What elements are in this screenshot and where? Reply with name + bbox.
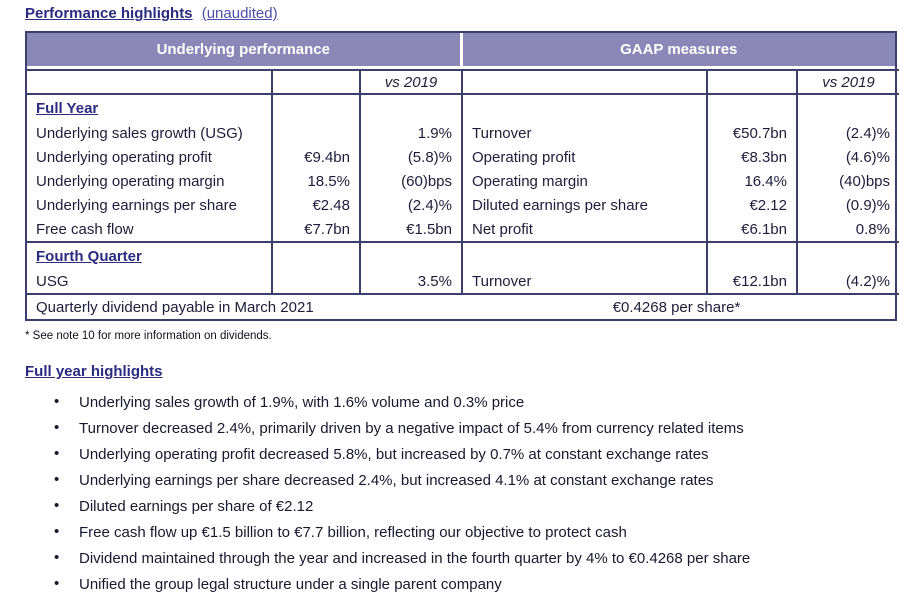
- dividend-row: Quarterly dividend payable in March 2021…: [27, 294, 899, 319]
- metric-label: Diluted earnings per share: [462, 193, 708, 217]
- metric-vs-2019: (2.4)%: [360, 193, 463, 217]
- empty-cell: [797, 94, 899, 121]
- metric-vs-2019: €1.5bn: [360, 217, 463, 243]
- section-title-row-fourth-quarter: Fourth Quarter: [27, 242, 899, 269]
- metric-value: €8.3bn: [707, 145, 798, 169]
- vs-2019-label-left: vs 2019: [360, 70, 463, 95]
- empty-cell: [462, 94, 708, 121]
- metric-vs-2019: 3.5%: [360, 269, 463, 295]
- highlight-bullet: Free cash flow up €1.5 billion to €7.7 b…: [54, 523, 897, 542]
- performance-table: Underlying performance GAAP measures vs …: [25, 31, 899, 321]
- empty-cell: [707, 70, 798, 95]
- empty-cell: [707, 242, 798, 269]
- metric-label: Free cash flow: [27, 217, 273, 243]
- empty-cell: [272, 94, 361, 121]
- footnote: * See note 10 for more information on di…: [25, 330, 272, 342]
- metric-label: Turnover: [462, 269, 708, 295]
- table-row: Underlying operating profit €9.4bn (5.8)…: [27, 145, 899, 169]
- metric-value: 18.5%: [272, 169, 361, 193]
- highlight-bullet: Diluted earnings per share of €2.12: [54, 497, 897, 516]
- section-label-fourth-quarter: Fourth Quarter: [36, 247, 142, 265]
- empty-cell: [360, 94, 463, 121]
- dividend-cell: Quarterly dividend payable in March 2021…: [27, 294, 899, 319]
- table-row: USG 3.5% Turnover €12.1bn (4.2)%: [27, 269, 899, 295]
- empty-cell: [272, 70, 361, 95]
- empty-cell: [360, 242, 463, 269]
- metric-value: €6.1bn: [707, 217, 798, 243]
- header-gaap-measures: GAAP measures: [462, 33, 895, 66]
- highlight-bullet: Underlying sales growth of 1.9%, with 1.…: [54, 393, 897, 412]
- metric-vs-2019: (60)bps: [360, 169, 463, 193]
- metric-label: Net profit: [462, 217, 708, 243]
- metric-label: Operating margin: [462, 169, 708, 193]
- metric-value: [272, 269, 361, 295]
- metric-vs-2019: (4.6)%: [845, 148, 890, 166]
- header-underlying-performance: Underlying performance: [27, 33, 460, 66]
- metric-label: Underlying earnings per share: [27, 193, 273, 217]
- section-title-row-full-year: Full Year: [27, 94, 899, 121]
- full-year-highlights-list: Underlying sales growth of 1.9%, with 1.…: [54, 393, 897, 594]
- dividend-value: €0.4268 per share*: [612, 298, 741, 316]
- empty-cell: [462, 242, 708, 269]
- table-row: Underlying sales growth (USG) 1.9% Turno…: [27, 121, 899, 145]
- metric-value: €2.48: [272, 193, 361, 217]
- metric-label: Operating profit: [462, 145, 708, 169]
- metric-label: Underlying sales growth (USG): [27, 121, 273, 145]
- metric-label: USG: [27, 269, 273, 295]
- metric-label: Underlying operating margin: [27, 169, 273, 193]
- table-row: Underlying earnings per share €2.48 (2.4…: [27, 193, 899, 217]
- highlight-bullet: Dividend maintained through the year and…: [54, 549, 897, 568]
- metric-vs-2019: 0.8%: [797, 217, 899, 243]
- vs-2019-label-right: vs 2019: [797, 70, 899, 95]
- metric-label: Turnover: [462, 121, 708, 145]
- empty-cell: [797, 242, 899, 269]
- highlight-bullet: Underlying operating profit decreased 5.…: [54, 445, 897, 464]
- empty-cell: [462, 70, 708, 95]
- empty-cell: [272, 242, 361, 269]
- section-label-full-year: Full Year: [36, 99, 99, 117]
- dividend-label: Quarterly dividend payable in March 2021: [36, 298, 314, 316]
- metric-value: [272, 121, 361, 145]
- metric-label: Underlying operating profit: [27, 145, 273, 169]
- metric-value: €50.7bn: [707, 121, 798, 145]
- metric-value: 16.4%: [707, 169, 798, 193]
- table-row: Underlying operating margin 18.5% (60)bp…: [27, 169, 899, 193]
- page-title: Performance highlights (unaudited): [25, 5, 897, 23]
- page-title-text: Performance highlights: [25, 5, 193, 22]
- empty-cell: [707, 94, 798, 121]
- metric-vs-2019: (4.2)%: [797, 269, 899, 295]
- metric-value: €12.1bn: [707, 269, 798, 295]
- vs-2019-header-row: vs 2019 vs 2019: [27, 70, 899, 95]
- metric-vs-2019: (40)bps: [839, 172, 890, 190]
- empty-cell: [27, 70, 273, 95]
- highlight-bullet: Turnover decreased 2.4%, primarily drive…: [54, 419, 897, 438]
- unaudited-suffix: (unaudited): [201, 5, 278, 22]
- performance-table-grid: vs 2019 vs 2019 Full Year Underlying sal…: [27, 69, 899, 319]
- table-row: Free cash flow €7.7bn €1.5bn Net profit …: [27, 217, 899, 243]
- metric-vs-2019: (2.4)%: [845, 124, 890, 142]
- table-header-row: Underlying performance GAAP measures: [27, 33, 895, 69]
- metric-value: €2.12: [707, 193, 798, 217]
- metric-vs-2019: (0.9)%: [845, 196, 890, 214]
- full-year-highlights-heading: Full year highlights: [25, 363, 163, 380]
- metric-value: €7.7bn: [272, 217, 361, 243]
- highlight-bullet: Underlying earnings per share decreased …: [54, 471, 897, 490]
- metric-value: €9.4bn: [272, 145, 361, 169]
- metric-vs-2019: 1.9%: [360, 121, 463, 145]
- highlight-bullet: Unified the group legal structure under …: [54, 575, 897, 594]
- metric-vs-2019: (5.8)%: [360, 145, 463, 169]
